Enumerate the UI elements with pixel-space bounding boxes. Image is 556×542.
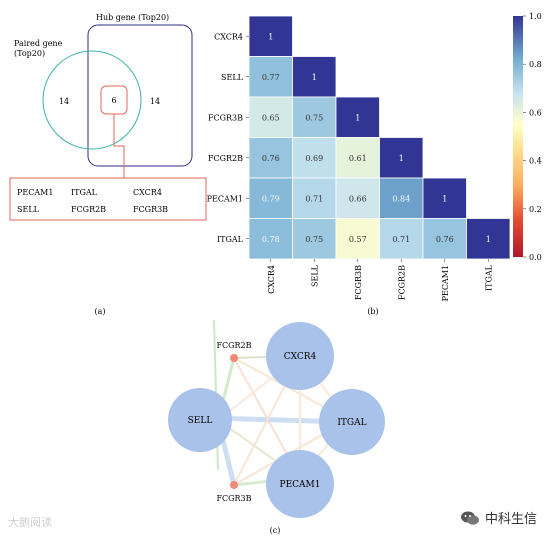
heatmap-cell-value: 0.71 (305, 194, 323, 203)
gene-fcgr3b: FCGR3B (133, 205, 168, 214)
gene-fcgr2b: FCGR2B (71, 205, 106, 214)
venn-right-count: 14 (150, 97, 160, 106)
heatmap-cell-value: 1 (442, 194, 447, 203)
heatmap-cell-value: 0.69 (305, 154, 323, 163)
heatmap-col-label: ITGAL (484, 264, 493, 291)
node-itgal-label: ITGAL (337, 418, 366, 428)
watermark-right-text: 中科生信 (485, 512, 538, 527)
venn-right-title: Hub gene (Top20) (96, 13, 169, 22)
heatmap-cell (335, 137, 380, 179)
heatmap-cell-value: 0.75 (305, 113, 323, 122)
heatmap-cell (292, 218, 337, 260)
colorbar-tick-label: 1.0 (529, 12, 542, 21)
heatmap-cell-value: 1 (312, 73, 317, 82)
node-fcgr3b-label: FCGR3B (216, 494, 251, 503)
colorbar-tick-label: 0.8 (529, 60, 542, 69)
gene-itgal: ITGAL (71, 188, 98, 197)
network-panel: FCGR2B CXCR4 SELL ITGAL PECAM1 FCGR3B (c… (168, 320, 385, 535)
colorbar-tick-label: 0.2 (529, 205, 542, 214)
heatmap-cell (335, 96, 380, 138)
heatmap-cell-value: 0.61 (349, 154, 367, 163)
node-cxcr4 (266, 322, 334, 390)
heatmap-cell-value: 0.76 (262, 154, 280, 163)
venn-left-title: Paired gene (14, 39, 63, 48)
heatmap-row-label: SELL (221, 73, 244, 82)
colorbar (513, 16, 523, 257)
colorbar-tick-label: 0.4 (529, 157, 542, 166)
node-pecam1-label: PECAM1 (280, 480, 321, 490)
heatmap-cell-value: 1 (399, 154, 404, 163)
heatmap-row-label: CXCR4 (214, 32, 243, 41)
heatmap-cell-value: 0.71 (392, 235, 410, 244)
heatmap-cell-value: 0.65 (262, 113, 280, 122)
node-fcgr2b (230, 354, 238, 362)
venn-left-subtitle: (Top20) (14, 49, 45, 58)
node-fcgr2b-label: FCGR2B (216, 341, 251, 350)
heatmap-cell (335, 218, 380, 260)
watermark-left-text: 大鹅阅读 (8, 516, 52, 529)
heatmap-cell-value: 0.66 (349, 194, 367, 203)
node-fcgr3b (230, 481, 238, 489)
paired-gene-circle (42, 50, 142, 150)
watermark-left: 大鹅阅读 (8, 514, 52, 530)
heatmap-row-label: ITGAL (217, 235, 244, 244)
gene-sell: SELL (17, 205, 40, 214)
gene-cxcr4: CXCR4 (133, 188, 162, 197)
heatmap-cell-value: 0.84 (392, 194, 410, 203)
heatmap-cell (292, 177, 337, 219)
heatmap-cell-value: 0.77 (262, 73, 280, 82)
node-cxcr4-label: CXCR4 (284, 352, 317, 362)
colorbar-tick-label: 0.6 (529, 108, 542, 117)
heatmap-col-label: SELL (310, 264, 319, 287)
heatmap-cell-value: 1 (486, 235, 491, 244)
heatmap-col-label: FCGR3B (354, 265, 363, 300)
node-itgal (319, 389, 385, 455)
heatmap-col-label: CXCR4 (267, 265, 276, 294)
heatmap-cell (466, 218, 511, 260)
node-pecam1 (266, 450, 334, 518)
wechat-icon (461, 511, 479, 525)
venn-panel: Paired gene (Top20) Hub gene (Top20) 14 … (9, 13, 207, 316)
heatmap-row-label: PECAM1 (207, 194, 243, 203)
heatmap-cell (292, 137, 337, 179)
gene-pecam1: PECAM1 (17, 188, 53, 197)
heatmap-cell-value: 0.79 (262, 194, 280, 203)
hub-gene-box (87, 24, 193, 167)
heatmap-cell (379, 177, 424, 219)
heatmap-cell-value: 0.57 (349, 235, 367, 244)
heatmap-row-label: FCGR3B (208, 113, 243, 122)
node-sell (168, 388, 232, 452)
heatmap-cell (248, 177, 293, 219)
panel-c-label: (c) (270, 526, 281, 535)
heatmap-cell (248, 218, 293, 260)
venn-intersection-count: 6 (111, 96, 116, 105)
correlation-heatmap: 10.77 10.65 0.75 10.76 0.69 0.61 10.79 0.71 0.66… (207, 12, 542, 316)
venn-left-count: 14 (59, 97, 69, 106)
heatmap-cell (422, 218, 467, 260)
heatmap-cell (292, 56, 337, 98)
heatmap-col-label: FCGR2B (397, 265, 406, 300)
callout-connector (113, 114, 125, 178)
gene-list-box (9, 177, 207, 221)
colorbar-tick-label: 0.0 (529, 253, 542, 262)
panel-b-label: (b) (367, 307, 378, 316)
heatmap-cell (422, 177, 467, 219)
heatmap-cell (248, 56, 293, 98)
node-sell-label: SELL (188, 416, 213, 426)
heatmap-cell-value: 0.76 (436, 235, 454, 244)
panel-a-label: (a) (94, 307, 105, 316)
heatmap-cell-value: 1 (268, 32, 273, 41)
heatmap-row-label: FCGR2B (208, 154, 243, 163)
heatmap-col-label: PECAM1 (441, 265, 450, 301)
heatmap-cell-value: 0.75 (305, 235, 323, 244)
heatmap-cell-value: 0.78 (262, 235, 280, 244)
heatmap-cell-value: 1 (355, 113, 360, 122)
watermark-right: 中科生信 (460, 508, 537, 527)
